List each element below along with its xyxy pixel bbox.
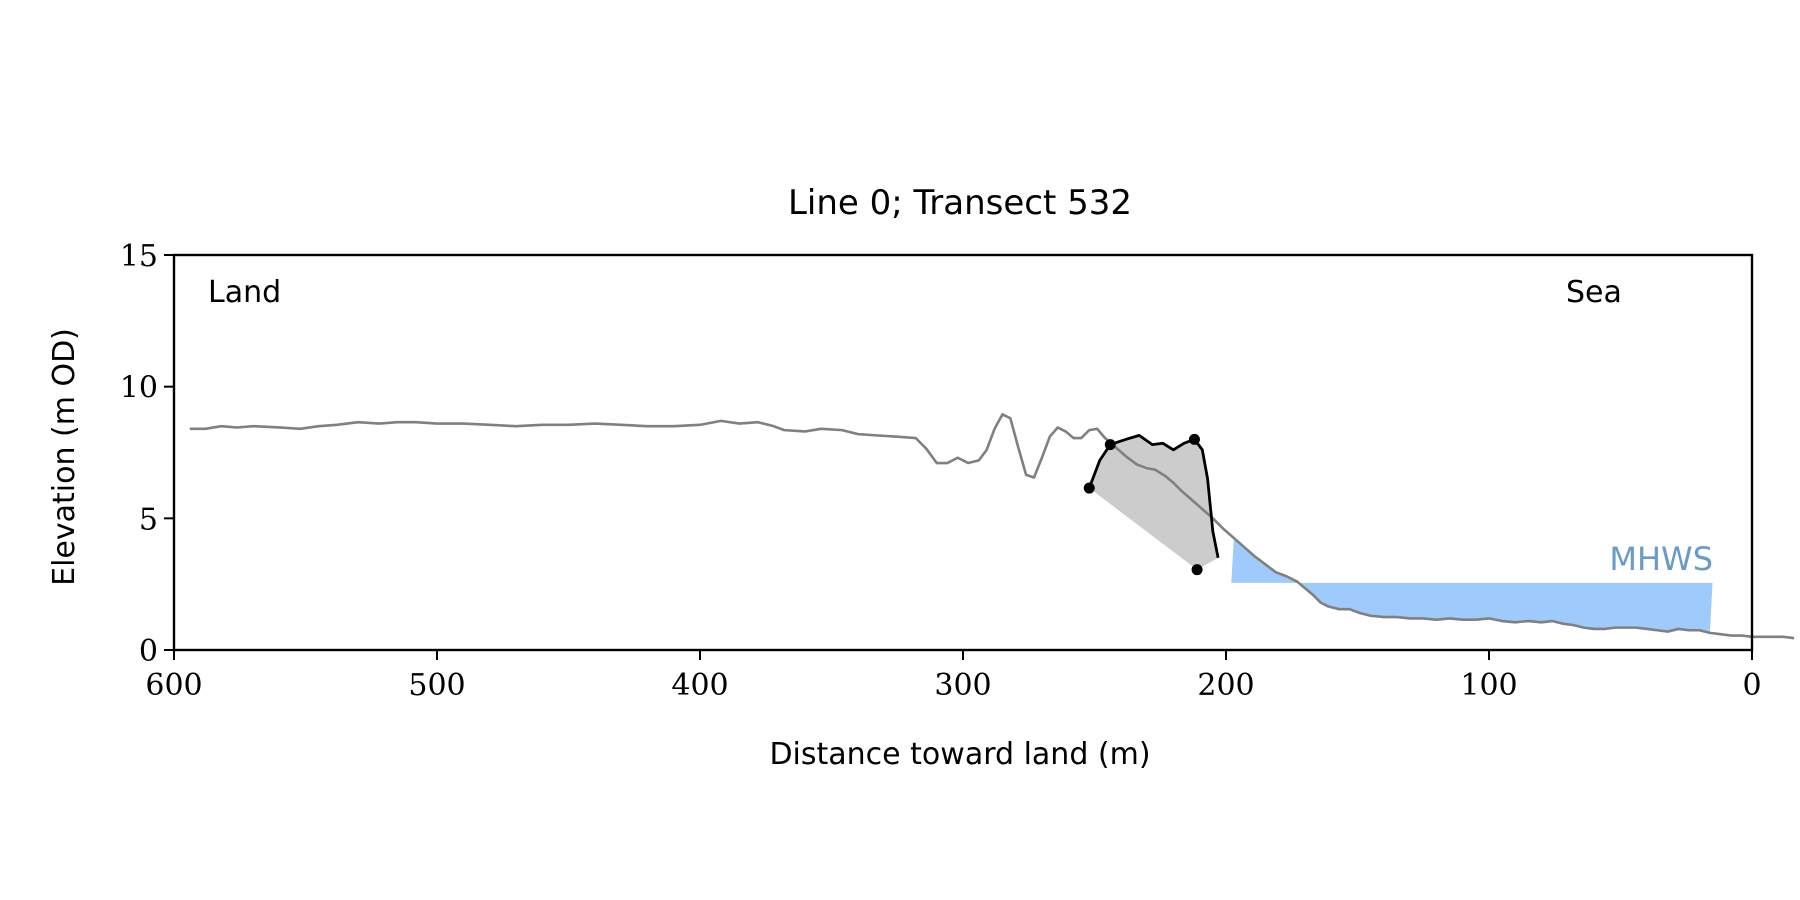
x-axis: 600 500 400 300 200 100 0 — [145, 650, 1762, 703]
y-axis: 0 5 10 15 — [120, 239, 174, 669]
dune-marker-layer — [1083, 433, 1203, 576]
chart-title: Line 0; Transect 532 — [788, 183, 1132, 223]
y-tick-label: 0 — [139, 634, 158, 669]
sea-annotation: Sea — [1566, 275, 1622, 310]
y-axis-label: Elevation (m OD) — [47, 328, 82, 586]
profile-line — [189, 413, 1795, 640]
y-tick-label: 15 — [120, 239, 158, 274]
x-tick-label: 100 — [1460, 668, 1517, 703]
x-tick-label: 500 — [408, 668, 465, 703]
dune-marker — [1104, 439, 1116, 451]
x-axis-label: Distance toward land (m) — [769, 737, 1150, 772]
mhws-annotation: MHWS — [1609, 540, 1713, 578]
dune-marker — [1083, 482, 1095, 494]
plot-area — [172, 253, 1795, 652]
x-tick-label: 0 — [1742, 668, 1761, 703]
dune-fill-layer — [1089, 435, 1219, 570]
x-tick-label: 400 — [671, 668, 728, 703]
y-tick-label: 10 — [120, 371, 158, 406]
dune-marker — [1191, 564, 1203, 576]
x-tick-label: 200 — [1197, 668, 1254, 703]
land-annotation: Land — [208, 275, 281, 310]
x-tick-label: 300 — [934, 668, 991, 703]
dune-marker — [1188, 433, 1200, 445]
y-tick-label: 5 — [139, 502, 158, 537]
dune-fill-area — [1089, 435, 1219, 570]
x-tick-label: 600 — [145, 668, 202, 703]
